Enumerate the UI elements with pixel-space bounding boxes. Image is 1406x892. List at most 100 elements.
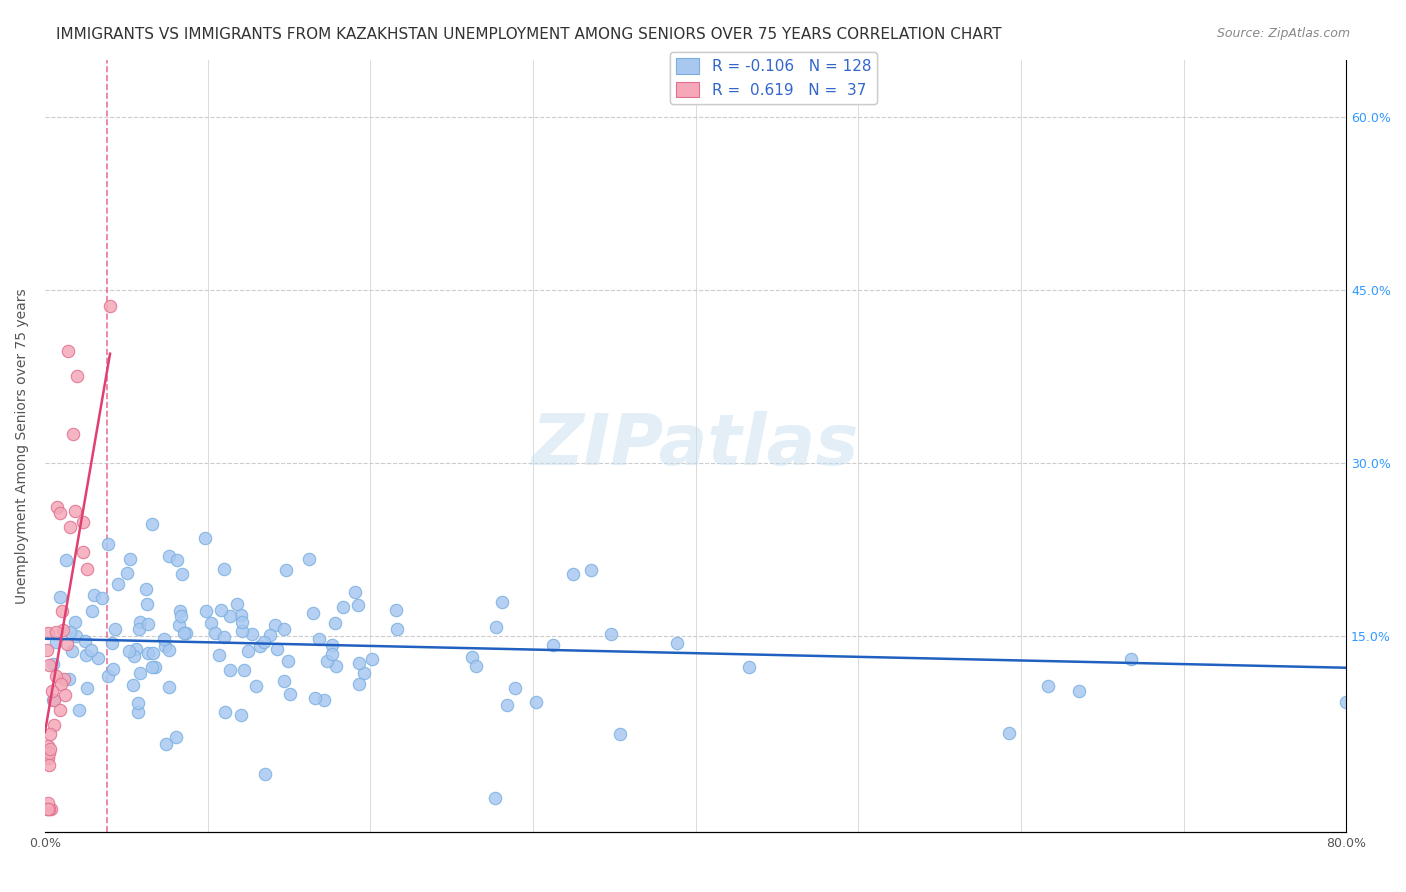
Point: [325, 658, 347, 673]
Point: [232, 663, 254, 677]
Point: [125, 642, 148, 657]
Point: [44, 718, 66, 732]
Point: [104, 622, 127, 636]
Point: [37, 802, 59, 816]
Legend: R = -0.106   N = 128, R =  0.619   N =  37: R = -0.106 N = 128, R = 0.619 N = 37: [671, 52, 877, 103]
Point: [579, 563, 602, 577]
Point: [37, 739, 59, 754]
Point: [49, 703, 72, 717]
Point: [485, 620, 508, 634]
Point: [465, 659, 488, 673]
Point: [209, 603, 232, 617]
Point: [58, 624, 80, 639]
Point: [122, 648, 145, 663]
Point: [1336, 695, 1358, 709]
Point: [101, 662, 124, 676]
Point: [136, 646, 159, 660]
Point: [51, 604, 73, 618]
Point: [41, 683, 63, 698]
Point: [484, 790, 506, 805]
Point: [66, 369, 89, 384]
Point: [98, 299, 121, 313]
Point: [75, 648, 97, 663]
Point: [166, 553, 188, 567]
Point: [45, 624, 67, 639]
Point: [353, 666, 375, 681]
Point: [194, 532, 217, 546]
Point: [280, 687, 302, 701]
Point: [1038, 679, 1060, 693]
Point: [344, 584, 367, 599]
Point: [122, 678, 145, 692]
Point: [169, 608, 191, 623]
Point: [97, 668, 120, 682]
Point: [72, 545, 94, 559]
Point: [53, 688, 76, 702]
Point: [55, 553, 77, 567]
Point: [83, 588, 105, 602]
Point: [37, 751, 59, 765]
Point: [304, 690, 326, 705]
Point: [157, 549, 180, 563]
Point: [204, 626, 226, 640]
Point: [115, 566, 138, 581]
Point: [141, 660, 163, 674]
Point: [37, 796, 59, 810]
Point: [254, 767, 277, 781]
Point: [51, 677, 73, 691]
Point: [259, 628, 281, 642]
Point: [42, 657, 65, 672]
Point: [58, 672, 80, 686]
Point: [53, 672, 76, 686]
Point: [253, 635, 276, 649]
Point: [136, 617, 159, 632]
Point: [107, 577, 129, 591]
Point: [76, 562, 98, 576]
Point: [491, 595, 513, 609]
Point: [214, 705, 236, 719]
Point: [273, 673, 295, 688]
Point: [666, 636, 689, 650]
Point: [135, 582, 157, 596]
Point: [152, 632, 174, 646]
Point: [332, 600, 354, 615]
Text: IMMIGRANTS VS IMMIGRANTS FROM KAZAKHSTAN UNEMPLOYMENT AMONG SENIORS OVER 75 YEAR: IMMIGRANTS VS IMMIGRANTS FROM KAZAKHSTAN…: [56, 27, 1002, 42]
Point: [169, 603, 191, 617]
Point: [219, 609, 242, 624]
Point: [236, 644, 259, 658]
Point: [321, 648, 343, 662]
Point: [35, 643, 58, 657]
Point: [609, 727, 631, 741]
Point: [153, 639, 176, 653]
Point: [65, 629, 87, 643]
Point: [60, 644, 83, 658]
Point: [277, 654, 299, 668]
Point: [38, 802, 60, 816]
Point: [562, 567, 585, 582]
Point: [264, 618, 287, 632]
Text: ZIPatlas: ZIPatlas: [531, 411, 859, 481]
Point: [42, 692, 65, 706]
Point: [63, 615, 86, 629]
Point: [49, 506, 72, 520]
Point: [39, 726, 62, 740]
Point: [503, 681, 526, 695]
Point: [200, 615, 222, 630]
Point: [142, 646, 165, 660]
Y-axis label: Unemployment Among Seniors over 75 years: Unemployment Among Seniors over 75 years: [15, 288, 30, 604]
Text: Source: ZipAtlas.com: Source: ZipAtlas.com: [1216, 27, 1350, 40]
Point: [219, 663, 242, 677]
Point: [346, 598, 368, 612]
Point: [174, 626, 197, 640]
Point: [1121, 652, 1143, 666]
Point: [56, 637, 79, 651]
Point: [38, 746, 60, 760]
Point: [37, 625, 59, 640]
Point: [46, 500, 69, 515]
Point: [56, 344, 79, 359]
Point: [90, 591, 112, 606]
Point: [38, 741, 60, 756]
Point: [249, 639, 271, 653]
Point: [384, 602, 406, 616]
Point: [97, 537, 120, 551]
